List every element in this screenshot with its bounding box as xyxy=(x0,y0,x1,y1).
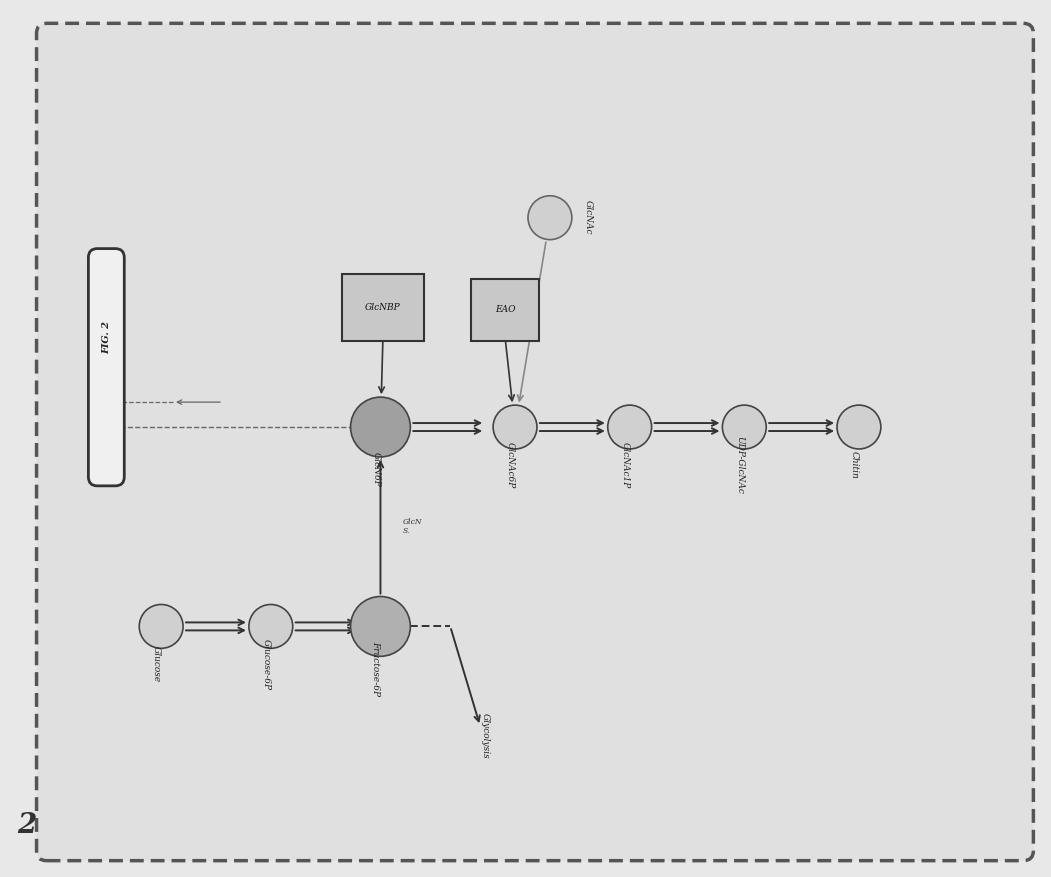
Circle shape xyxy=(607,405,652,449)
Text: GlcN
S.: GlcN S. xyxy=(403,518,421,535)
Text: Chitin: Chitin xyxy=(850,451,859,479)
Circle shape xyxy=(528,196,572,239)
Text: GlcN6P: GlcN6P xyxy=(371,452,380,486)
FancyBboxPatch shape xyxy=(342,274,425,341)
FancyBboxPatch shape xyxy=(88,248,124,486)
Text: EAO: EAO xyxy=(495,305,515,315)
Text: GlcNBP: GlcNBP xyxy=(365,303,400,312)
Text: GlcNAc1P: GlcNAc1P xyxy=(621,442,630,488)
Text: Glucose: Glucose xyxy=(152,646,161,682)
Text: GlcNAc: GlcNAc xyxy=(583,201,593,235)
Text: Fructose-6P: Fructose-6P xyxy=(371,641,380,695)
Text: Glycolysis: Glycolysis xyxy=(481,713,490,759)
Circle shape xyxy=(139,604,183,648)
Circle shape xyxy=(837,405,881,449)
Text: GlcNAc6P: GlcNAc6P xyxy=(506,442,515,488)
FancyBboxPatch shape xyxy=(37,24,1033,860)
Text: FIG. 2: FIG. 2 xyxy=(102,321,110,353)
Text: Glucose-6P: Glucose-6P xyxy=(262,638,271,690)
Text: 2: 2 xyxy=(17,812,36,839)
Circle shape xyxy=(351,596,410,656)
Text: UDP-GlcNAc: UDP-GlcNAc xyxy=(736,436,744,494)
Circle shape xyxy=(249,604,293,648)
Circle shape xyxy=(493,405,537,449)
FancyBboxPatch shape xyxy=(471,279,539,341)
Circle shape xyxy=(351,397,410,457)
Circle shape xyxy=(722,405,766,449)
